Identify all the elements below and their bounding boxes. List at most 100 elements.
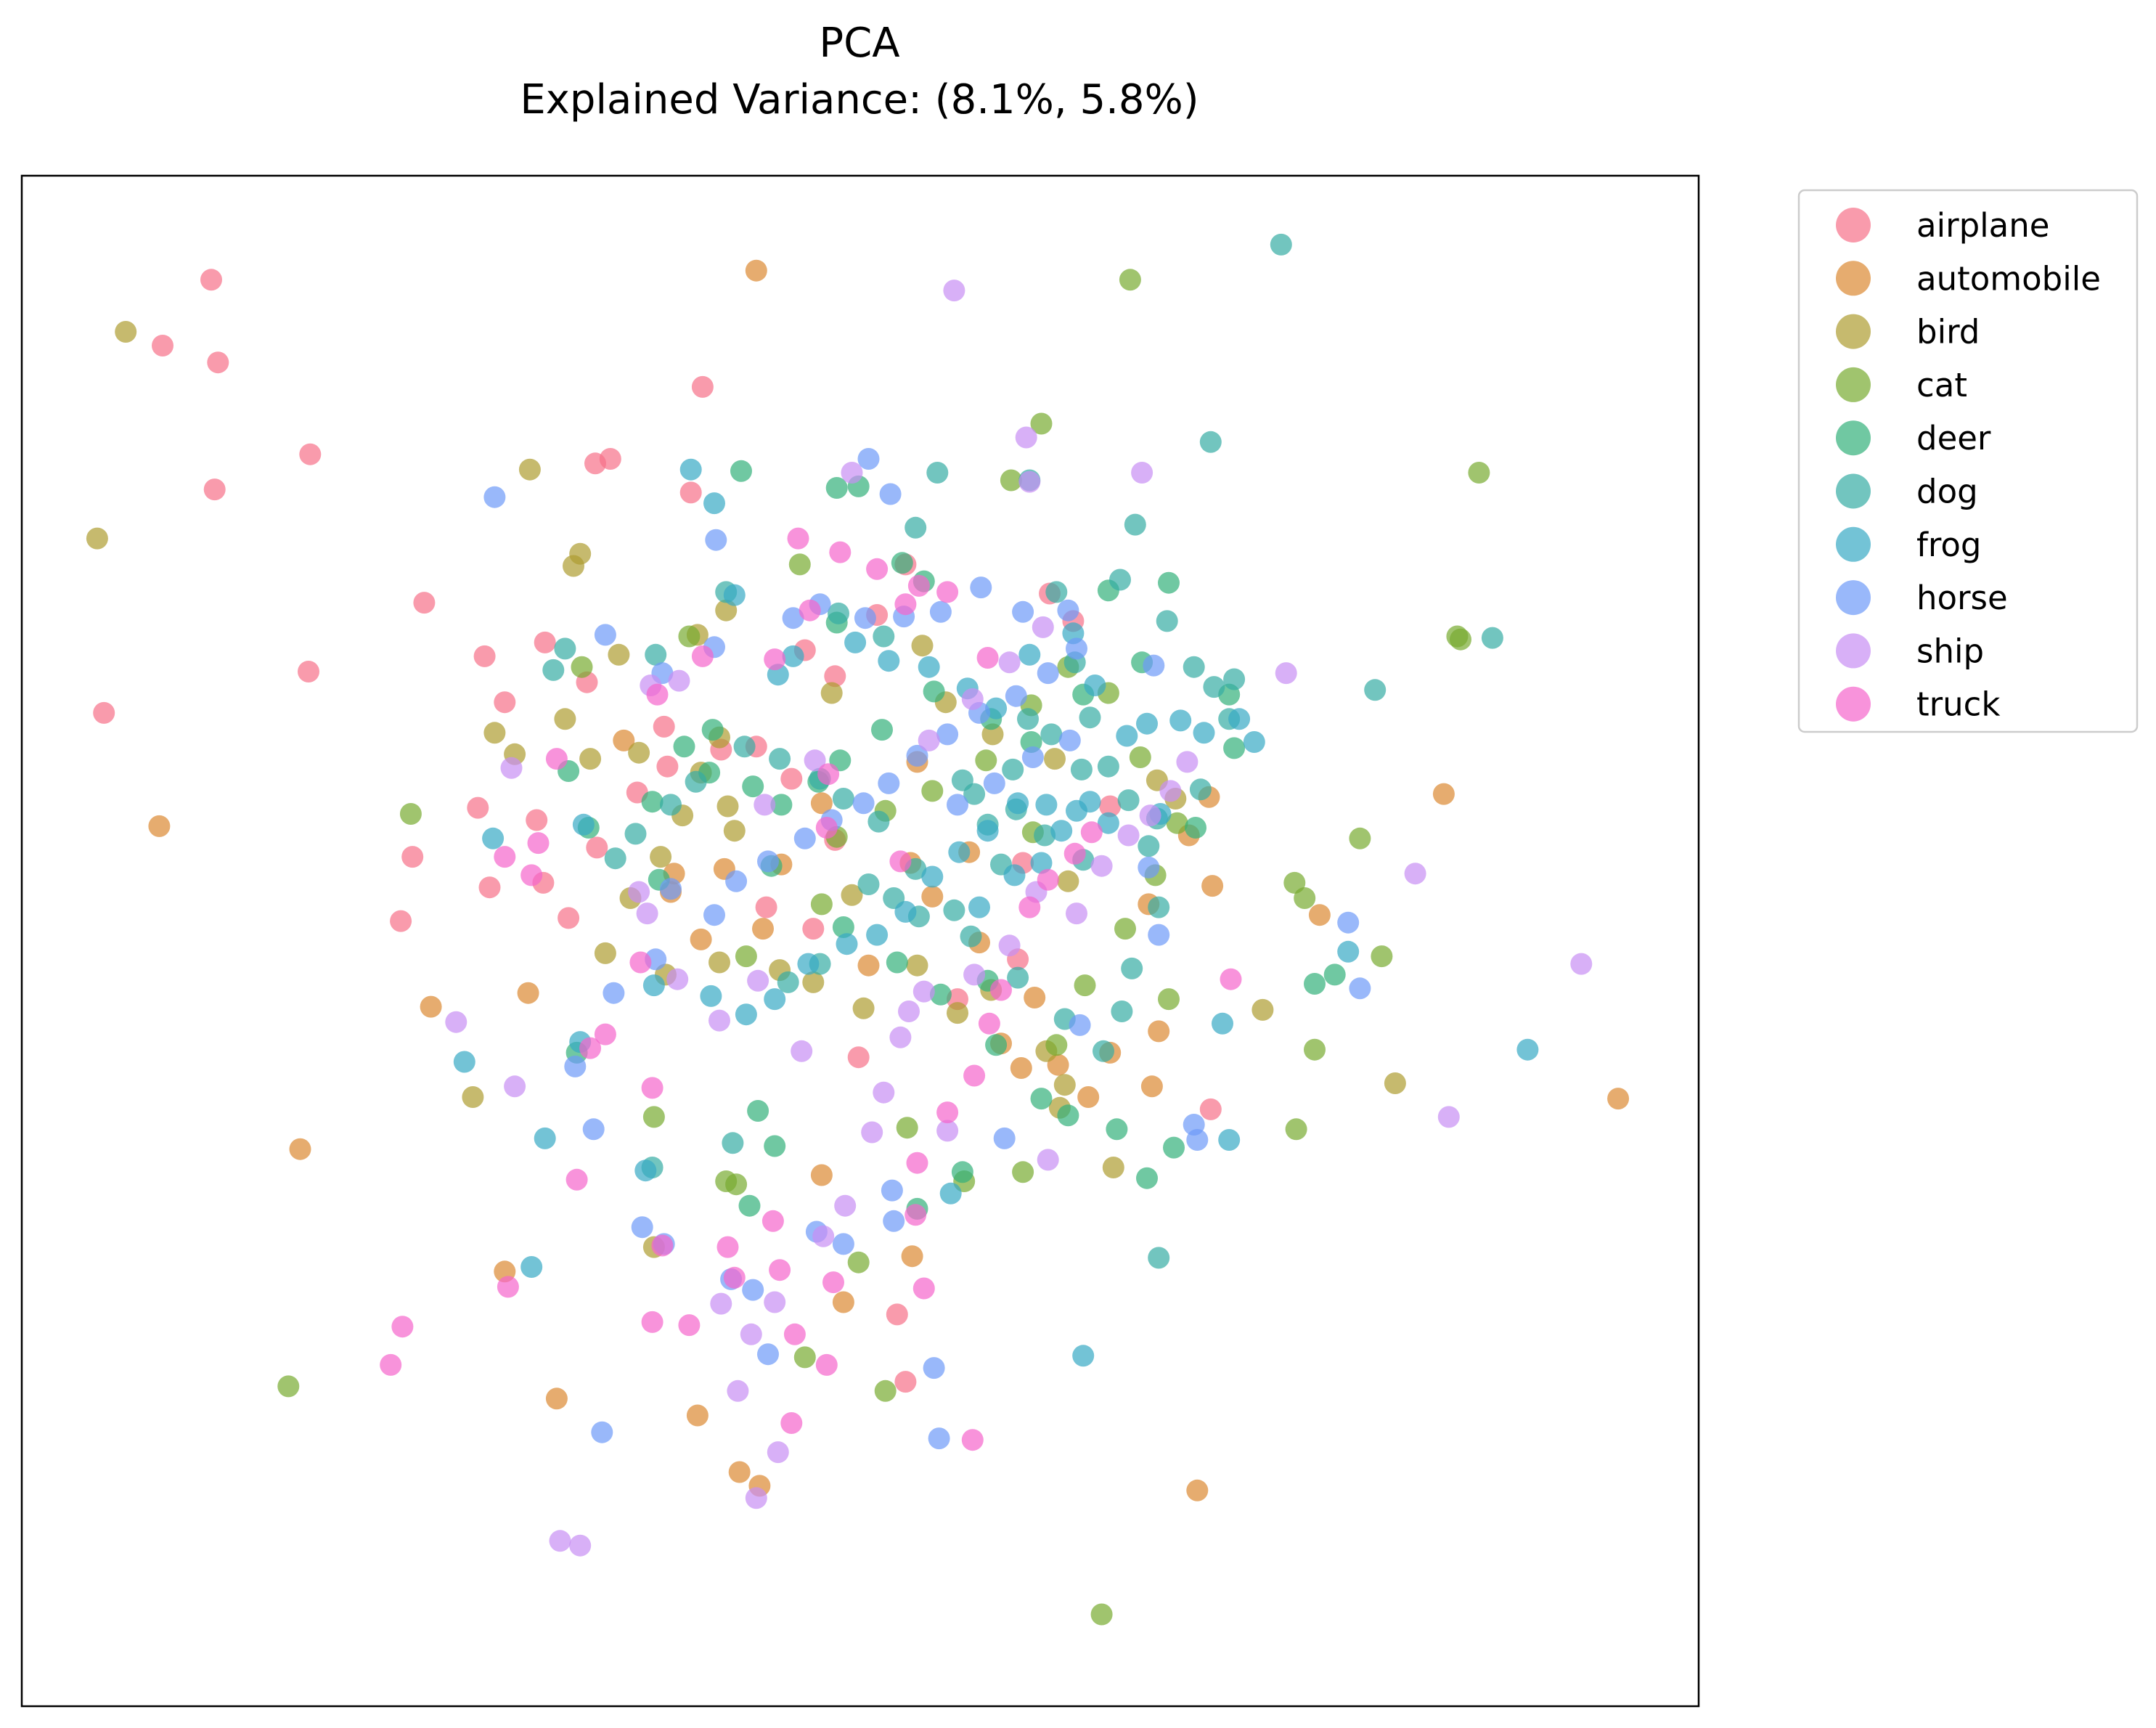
point-bird-39 (462, 1086, 484, 1108)
point-bird-45 (716, 795, 739, 818)
point-deer-17 (742, 775, 764, 798)
point-airplane-8 (584, 452, 606, 475)
point-horse-13 (1012, 600, 1034, 623)
point-dog-30 (554, 637, 576, 660)
point-ship-6 (1404, 863, 1426, 885)
point-truck-8 (494, 846, 516, 868)
point-truck-12 (651, 1234, 674, 1257)
point-frog-0 (679, 458, 702, 481)
point-cat-41 (735, 945, 757, 968)
point-ship-42 (709, 1009, 730, 1032)
point-airplane-12 (413, 592, 436, 614)
point-dog-15 (1002, 758, 1024, 781)
point-ship-8 (1437, 1106, 1460, 1128)
point-horse-7 (782, 607, 804, 629)
point-truck-44 (829, 541, 852, 563)
point-ship-38 (936, 1120, 959, 1142)
point-dog-31 (542, 659, 565, 681)
point-dog-43 (1364, 679, 1387, 701)
point-dog-52 (960, 925, 982, 947)
point-dog-4 (1156, 610, 1178, 632)
point-horse-12 (970, 576, 992, 599)
point-truck-13 (716, 1236, 739, 1258)
point-bird-9 (579, 748, 602, 770)
point-horse-37 (757, 1343, 779, 1366)
point-bird-41 (1251, 998, 1274, 1021)
point-bird-4 (563, 555, 584, 577)
point-ship-37 (1037, 1149, 1059, 1171)
point-deer-30 (985, 1034, 1008, 1056)
point-truck-31 (906, 1152, 928, 1174)
point-airplane-38 (886, 1303, 908, 1326)
point-dog-51 (1007, 966, 1029, 989)
point-truck-9 (629, 951, 652, 974)
point-truck-48 (889, 850, 912, 873)
point-airplane-1 (152, 335, 173, 356)
point-automobile-23 (857, 954, 880, 977)
point-horse-11 (929, 600, 952, 623)
point-bird-35 (911, 635, 934, 657)
point-frog-10 (1018, 643, 1041, 666)
point-cat-16 (277, 1375, 300, 1398)
point-dog-36 (905, 516, 927, 539)
legend-item-bird: bird (1836, 313, 1980, 351)
point-dog-21 (867, 810, 890, 833)
point-automobile-27 (1010, 1057, 1032, 1079)
point-frog-25 (948, 841, 971, 863)
point-frog-46 (1516, 1038, 1539, 1061)
point-ship-44 (636, 902, 658, 925)
point-dog-19 (943, 899, 965, 921)
point-ship-36 (1176, 751, 1199, 773)
point-horse-46 (1138, 856, 1160, 879)
point-bird-42 (1384, 1072, 1406, 1094)
point-frog-41 (520, 1256, 543, 1278)
point-cat-8 (1304, 1038, 1326, 1061)
point-dog-9 (1189, 778, 1212, 801)
point-bird-27 (1053, 1074, 1076, 1096)
point-airplane-4 (203, 478, 226, 501)
point-truck-46 (817, 763, 840, 786)
point-horse-27 (703, 904, 725, 926)
legend-label-truck: truck (1916, 685, 2000, 724)
point-cat-26 (896, 1117, 918, 1139)
point-cat-12 (788, 553, 811, 576)
point-ship-0 (943, 280, 965, 302)
point-airplane-9 (691, 375, 714, 398)
point-dog-27 (660, 794, 682, 816)
point-truck-2 (764, 648, 786, 671)
point-ship-11 (500, 757, 523, 779)
point-ship-41 (747, 969, 769, 992)
point-ship-49 (961, 688, 984, 710)
point-dog-22 (832, 788, 854, 810)
point-truck-20 (912, 1277, 935, 1300)
point-dog-37 (926, 462, 949, 484)
point-horse-50 (1349, 977, 1371, 1000)
point-deer-37 (1223, 737, 1246, 759)
point-bird-32 (1044, 748, 1066, 770)
point-cat-20 (847, 1251, 870, 1273)
point-airplane-28 (755, 896, 777, 918)
point-truck-38 (1063, 842, 1086, 865)
point-dog-44 (1481, 627, 1503, 649)
point-ship-28 (963, 963, 986, 986)
point-truck-21 (961, 1429, 984, 1451)
legend-label-cat: cat (1916, 366, 1967, 404)
point-truck-16 (723, 1266, 746, 1289)
point-airplane-14 (473, 645, 496, 667)
point-deer-13 (871, 719, 893, 741)
point-ship-14 (549, 1530, 571, 1552)
point-horse-42 (923, 1357, 945, 1379)
point-horse-32 (582, 1118, 605, 1141)
point-airplane-46 (847, 1046, 870, 1069)
point-horse-55 (1021, 746, 1044, 768)
legend-marker-automobile (1836, 261, 1871, 296)
point-truck-40 (976, 647, 999, 669)
series-horse (483, 448, 1371, 1450)
point-frog-52 (968, 896, 990, 918)
point-bird-19 (709, 951, 730, 974)
point-ship-13 (504, 1075, 526, 1098)
point-automobile-4 (517, 982, 539, 1004)
point-frog-51 (1003, 864, 1026, 887)
point-deer-16 (770, 794, 793, 816)
